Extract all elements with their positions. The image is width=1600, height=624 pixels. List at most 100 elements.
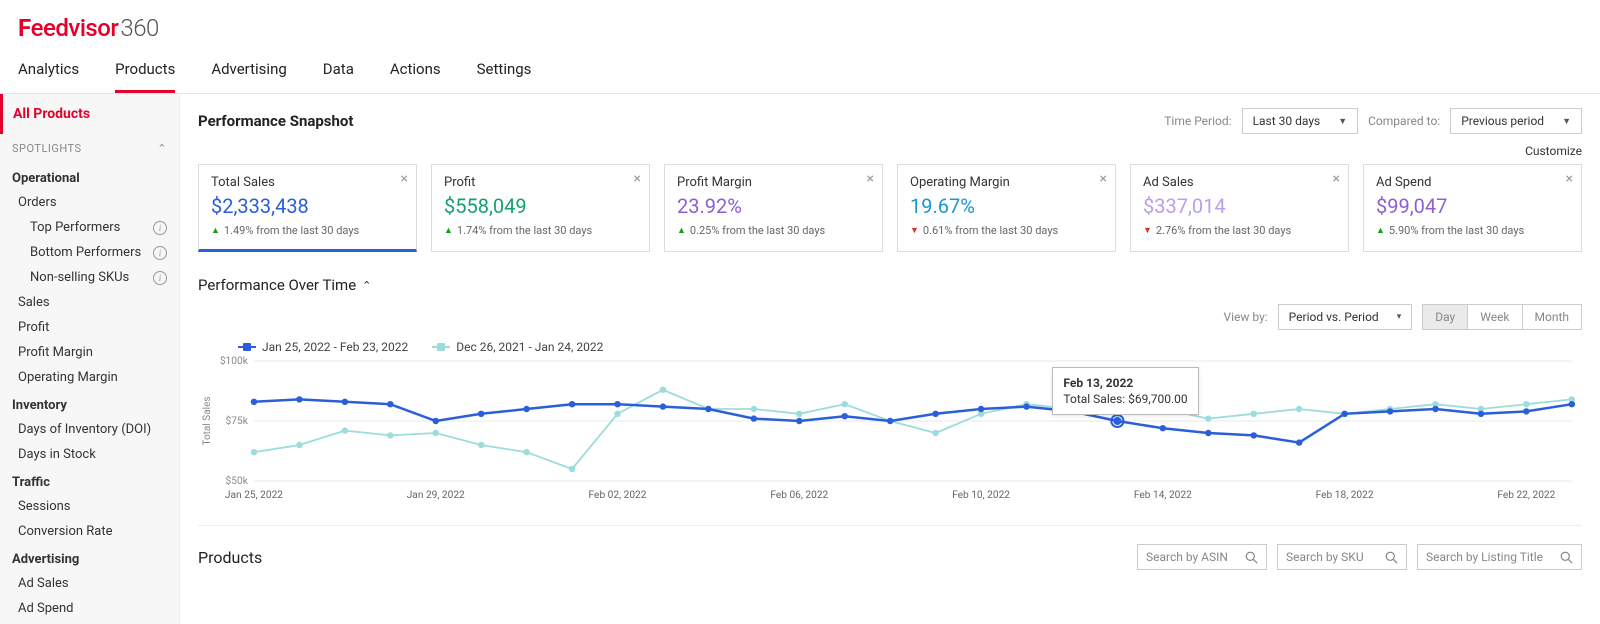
kpi-value: $558,049 [444,194,637,218]
line-chart[interactable]: Total Sales$50k$75k$100kJan 25, 2022Jan … [198,356,1582,506]
brand-logo: Feedvisor360 [18,14,159,42]
sidebar-subitem-non-selling-skus[interactable]: Non-selling SKUs i [0,265,179,290]
time-segment-group: DayWeekMonth [1422,304,1582,330]
close-icon[interactable]: × [1333,171,1340,187]
nav-advertising[interactable]: Advertising [211,60,286,93]
nav-settings[interactable]: Settings [477,60,532,93]
svg-text:Feb 22, 2022: Feb 22, 2022 [1497,490,1555,501]
svg-text:$100k: $100k [220,356,249,367]
search-search-by-sku[interactable]: Search by SKU [1277,544,1407,570]
svg-text:Jan 29, 2022: Jan 29, 2022 [407,490,465,501]
arrow-down-icon: ▼ [910,225,919,236]
compared-to-value: Previous period [1461,114,1544,128]
close-icon[interactable]: × [634,171,641,187]
sidebar-subitem-label: Non-selling SKUs [30,270,129,285]
search-search-by-listing-title[interactable]: Search by Listing Title [1417,544,1582,570]
close-icon[interactable]: × [1100,171,1107,187]
info-icon[interactable]: i [153,246,167,260]
sidebar-groups: OperationalOrdersTop PerformersiBottom P… [0,163,179,621]
time-period-value: Last 30 days [1253,114,1321,128]
snapshot-header: Performance Snapshot Time Period: Last 3… [198,108,1582,134]
search-search-by-asin[interactable]: Search by ASIN [1137,544,1267,570]
search-icon [1385,551,1398,564]
kpi-value: $99,047 [1376,194,1569,218]
search-placeholder: Search by SKU [1286,550,1379,564]
compared-to-dropdown[interactable]: Previous period ▼ [1450,108,1582,134]
sidebar: All Products SPOTLIGHTS ⌃ OperationalOrd… [0,94,180,624]
sidebar-item-sessions[interactable]: Sessions [0,494,179,519]
customize-link[interactable]: Customize [198,144,1582,158]
arrow-up-icon: ▲ [677,225,686,236]
segment-day[interactable]: Day [1422,304,1468,330]
arrow-down-icon: ▼ [1143,225,1152,236]
nav-analytics[interactable]: Analytics [18,60,79,93]
nav-actions[interactable]: Actions [390,60,441,93]
sidebar-item-ad-sales[interactable]: Ad Sales [0,571,179,596]
performance-over-time-header[interactable]: Performance Over Time ⌃ [198,276,1582,294]
segment-week[interactable]: Week [1468,304,1522,330]
kpi-card-operating-margin[interactable]: ×Operating Margin19.67%▼0.61% from the l… [897,164,1116,252]
time-period-dropdown[interactable]: Last 30 days ▼ [1242,108,1359,134]
spotlights-header[interactable]: SPOTLIGHTS ⌃ [0,134,179,163]
time-period-label: Time Period: [1164,114,1231,128]
nav-products[interactable]: Products [115,60,175,93]
svg-text:Feb 14, 2022: Feb 14, 2022 [1134,490,1192,501]
kpi-delta: ▲5.90% from the last 30 days [1376,224,1569,237]
sidebar-subitem-bottom-performers[interactable]: Bottom Performersi [0,240,179,265]
top-nav: Analytics Products Advertising Data Actions S… [0,48,1600,94]
sidebar-item-profit[interactable]: Profit [0,315,179,340]
sidebar-item-operating-margin[interactable]: Operating Margin [0,365,179,390]
main: Performance Snapshot Time Period: Last 3… [180,94,1600,624]
sidebar-item-profit-margin[interactable]: Profit Margin [0,340,179,365]
sidebar-item-label: Ad Sales [18,576,69,591]
close-icon[interactable]: × [867,171,874,187]
info-icon[interactable]: i [153,271,167,285]
sidebar-group-traffic: Traffic [0,467,179,494]
arrow-up-icon: ▲ [211,225,220,236]
sidebar-item-days-in-stock[interactable]: Days in Stock [0,442,179,467]
kpi-delta: ▼2.76% from the last 30 days [1143,224,1336,237]
sidebar-item-label: Sessions [18,499,71,514]
sidebar-item-label: Orders [18,195,57,210]
snapshot-title: Performance Snapshot [198,112,353,130]
info-icon[interactable]: i [153,221,167,235]
chart-tooltip: Feb 13, 2022 Total Sales: $69,700.00 [1052,367,1198,415]
logo-f: F [18,14,31,42]
svg-text:$50k: $50k [226,474,249,487]
kpi-label: Profit Margin [677,175,870,190]
kpi-value: $337,014 [1143,194,1336,218]
sidebar-subitem-top-performers[interactable]: Top Performersi [0,215,179,240]
kpi-card-ad-sales[interactable]: ×Ad Sales$337,014▼2.76% from the last 30… [1130,164,1349,252]
kpi-card-ad-spend[interactable]: ×Ad Spend$99,047▲5.90% from the last 30 … [1363,164,1582,252]
legend-current-label: Jan 25, 2022 - Feb 23, 2022 [262,340,408,354]
caret-down-icon: ▼ [1338,116,1347,127]
sidebar-item-ad-spend[interactable]: Ad Spend [0,596,179,621]
sidebar-item-label: Operating Margin [18,370,118,385]
sidebar-item-orders[interactable]: Orders [0,190,179,215]
svg-text:$75k: $75k [226,414,249,427]
kpi-card-profit-margin[interactable]: ×Profit Margin23.92%▲0.25% from the last… [664,164,883,252]
sidebar-item-label: Profit [18,320,49,335]
sidebar-title[interactable]: All Products [0,94,179,134]
tooltip-text: Total Sales: $69,700.00 [1063,392,1187,406]
nav-data[interactable]: Data [323,60,354,93]
kpi-delta: ▲1.74% from the last 30 days [444,224,637,237]
segment-month[interactable]: Month [1523,304,1582,330]
pot-title: Performance Over Time [198,276,356,294]
pvp-value: Period vs. Period [1289,310,1379,324]
kpi-card-total-sales[interactable]: ×Total Sales$2,333,438▲1.49% from the la… [198,164,417,252]
kpi-card-profit[interactable]: ×Profit$558,049▲1.74% from the last 30 d… [431,164,650,252]
sidebar-item-days-of-inventory-doi-[interactable]: Days of Inventory (DOI) [0,417,179,442]
close-icon[interactable]: × [1566,171,1573,187]
chevron-up-icon: ⌃ [362,279,371,292]
kpi-row: ×Total Sales$2,333,438▲1.49% from the la… [198,164,1582,252]
app-root: Feedvisor360 Analytics Products Advertisin… [0,0,1600,624]
close-icon[interactable]: × [401,171,408,187]
sidebar-item-conversion-rate[interactable]: Conversion Rate [0,519,179,544]
kpi-delta-text: 0.25% from the last 30 days [690,224,825,237]
period-vs-period-dropdown[interactable]: Period vs. Period ▾ [1278,304,1413,330]
sidebar-item-sales[interactable]: Sales [0,290,179,315]
caret-down-icon: ▼ [1562,116,1571,127]
products-title: Products [198,548,262,567]
caret-down-icon: ▾ [1397,312,1402,322]
